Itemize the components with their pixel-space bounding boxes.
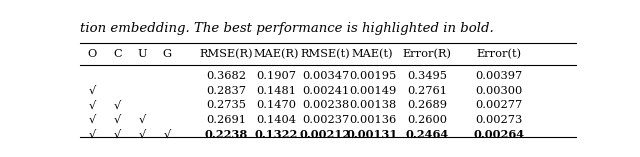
Text: RMSE(t): RMSE(t) xyxy=(301,49,350,59)
Text: MAE(t): MAE(t) xyxy=(352,49,394,59)
Text: 0.2600: 0.2600 xyxy=(407,115,447,125)
Text: 0.2761: 0.2761 xyxy=(407,86,447,96)
Text: MAE(R): MAE(R) xyxy=(253,49,299,59)
Text: 0.00238: 0.00238 xyxy=(302,100,349,110)
Text: 0.00277: 0.00277 xyxy=(476,100,523,110)
Text: 0.00149: 0.00149 xyxy=(349,86,396,96)
Text: Error(t): Error(t) xyxy=(477,49,522,59)
Text: 0.2735: 0.2735 xyxy=(206,100,246,110)
Text: 0.2691: 0.2691 xyxy=(206,115,246,125)
Text: 0.00237: 0.00237 xyxy=(302,115,349,125)
Text: 0.1404: 0.1404 xyxy=(256,115,296,125)
Text: 0.1470: 0.1470 xyxy=(256,100,296,110)
Text: 0.3495: 0.3495 xyxy=(407,71,447,81)
Text: 0.00195: 0.00195 xyxy=(349,71,396,81)
Text: 0.00300: 0.00300 xyxy=(476,86,523,96)
Text: 0.00241: 0.00241 xyxy=(302,86,349,96)
Text: √: √ xyxy=(89,129,96,139)
Text: C: C xyxy=(113,49,122,59)
Text: G: G xyxy=(162,49,172,59)
Text: √: √ xyxy=(138,115,146,125)
Text: 0.2837: 0.2837 xyxy=(206,86,246,96)
Text: 0.00273: 0.00273 xyxy=(476,115,523,125)
Text: 0.2238: 0.2238 xyxy=(205,129,248,140)
Text: O: O xyxy=(88,49,97,59)
Text: 0.1322: 0.1322 xyxy=(254,129,298,140)
Text: √: √ xyxy=(89,115,96,125)
Text: 0.3682: 0.3682 xyxy=(206,71,246,81)
Text: 0.2689: 0.2689 xyxy=(407,100,447,110)
Text: 0.00136: 0.00136 xyxy=(349,115,396,125)
Text: 0.00264: 0.00264 xyxy=(474,129,525,140)
Text: √: √ xyxy=(113,129,121,139)
Text: 0.1481: 0.1481 xyxy=(256,86,296,96)
Text: U: U xyxy=(137,49,147,59)
Text: 0.00347: 0.00347 xyxy=(302,71,349,81)
Text: tion embedding. The best performance is highlighted in bold.: tion embedding. The best performance is … xyxy=(80,22,493,35)
Text: 0.00131: 0.00131 xyxy=(347,129,398,140)
Text: √: √ xyxy=(113,115,121,125)
Text: 0.2464: 0.2464 xyxy=(406,129,449,140)
Text: √: √ xyxy=(163,129,170,139)
Text: RMSE(R): RMSE(R) xyxy=(200,49,253,59)
Text: √: √ xyxy=(89,86,96,96)
Text: 0.00397: 0.00397 xyxy=(476,71,523,81)
Text: 0.00138: 0.00138 xyxy=(349,100,396,110)
Text: √: √ xyxy=(89,100,96,110)
Text: 0.00212: 0.00212 xyxy=(300,129,351,140)
Text: Error(R): Error(R) xyxy=(403,49,452,59)
Text: √: √ xyxy=(138,129,146,139)
Text: √: √ xyxy=(113,100,121,110)
Text: 0.1907: 0.1907 xyxy=(256,71,296,81)
